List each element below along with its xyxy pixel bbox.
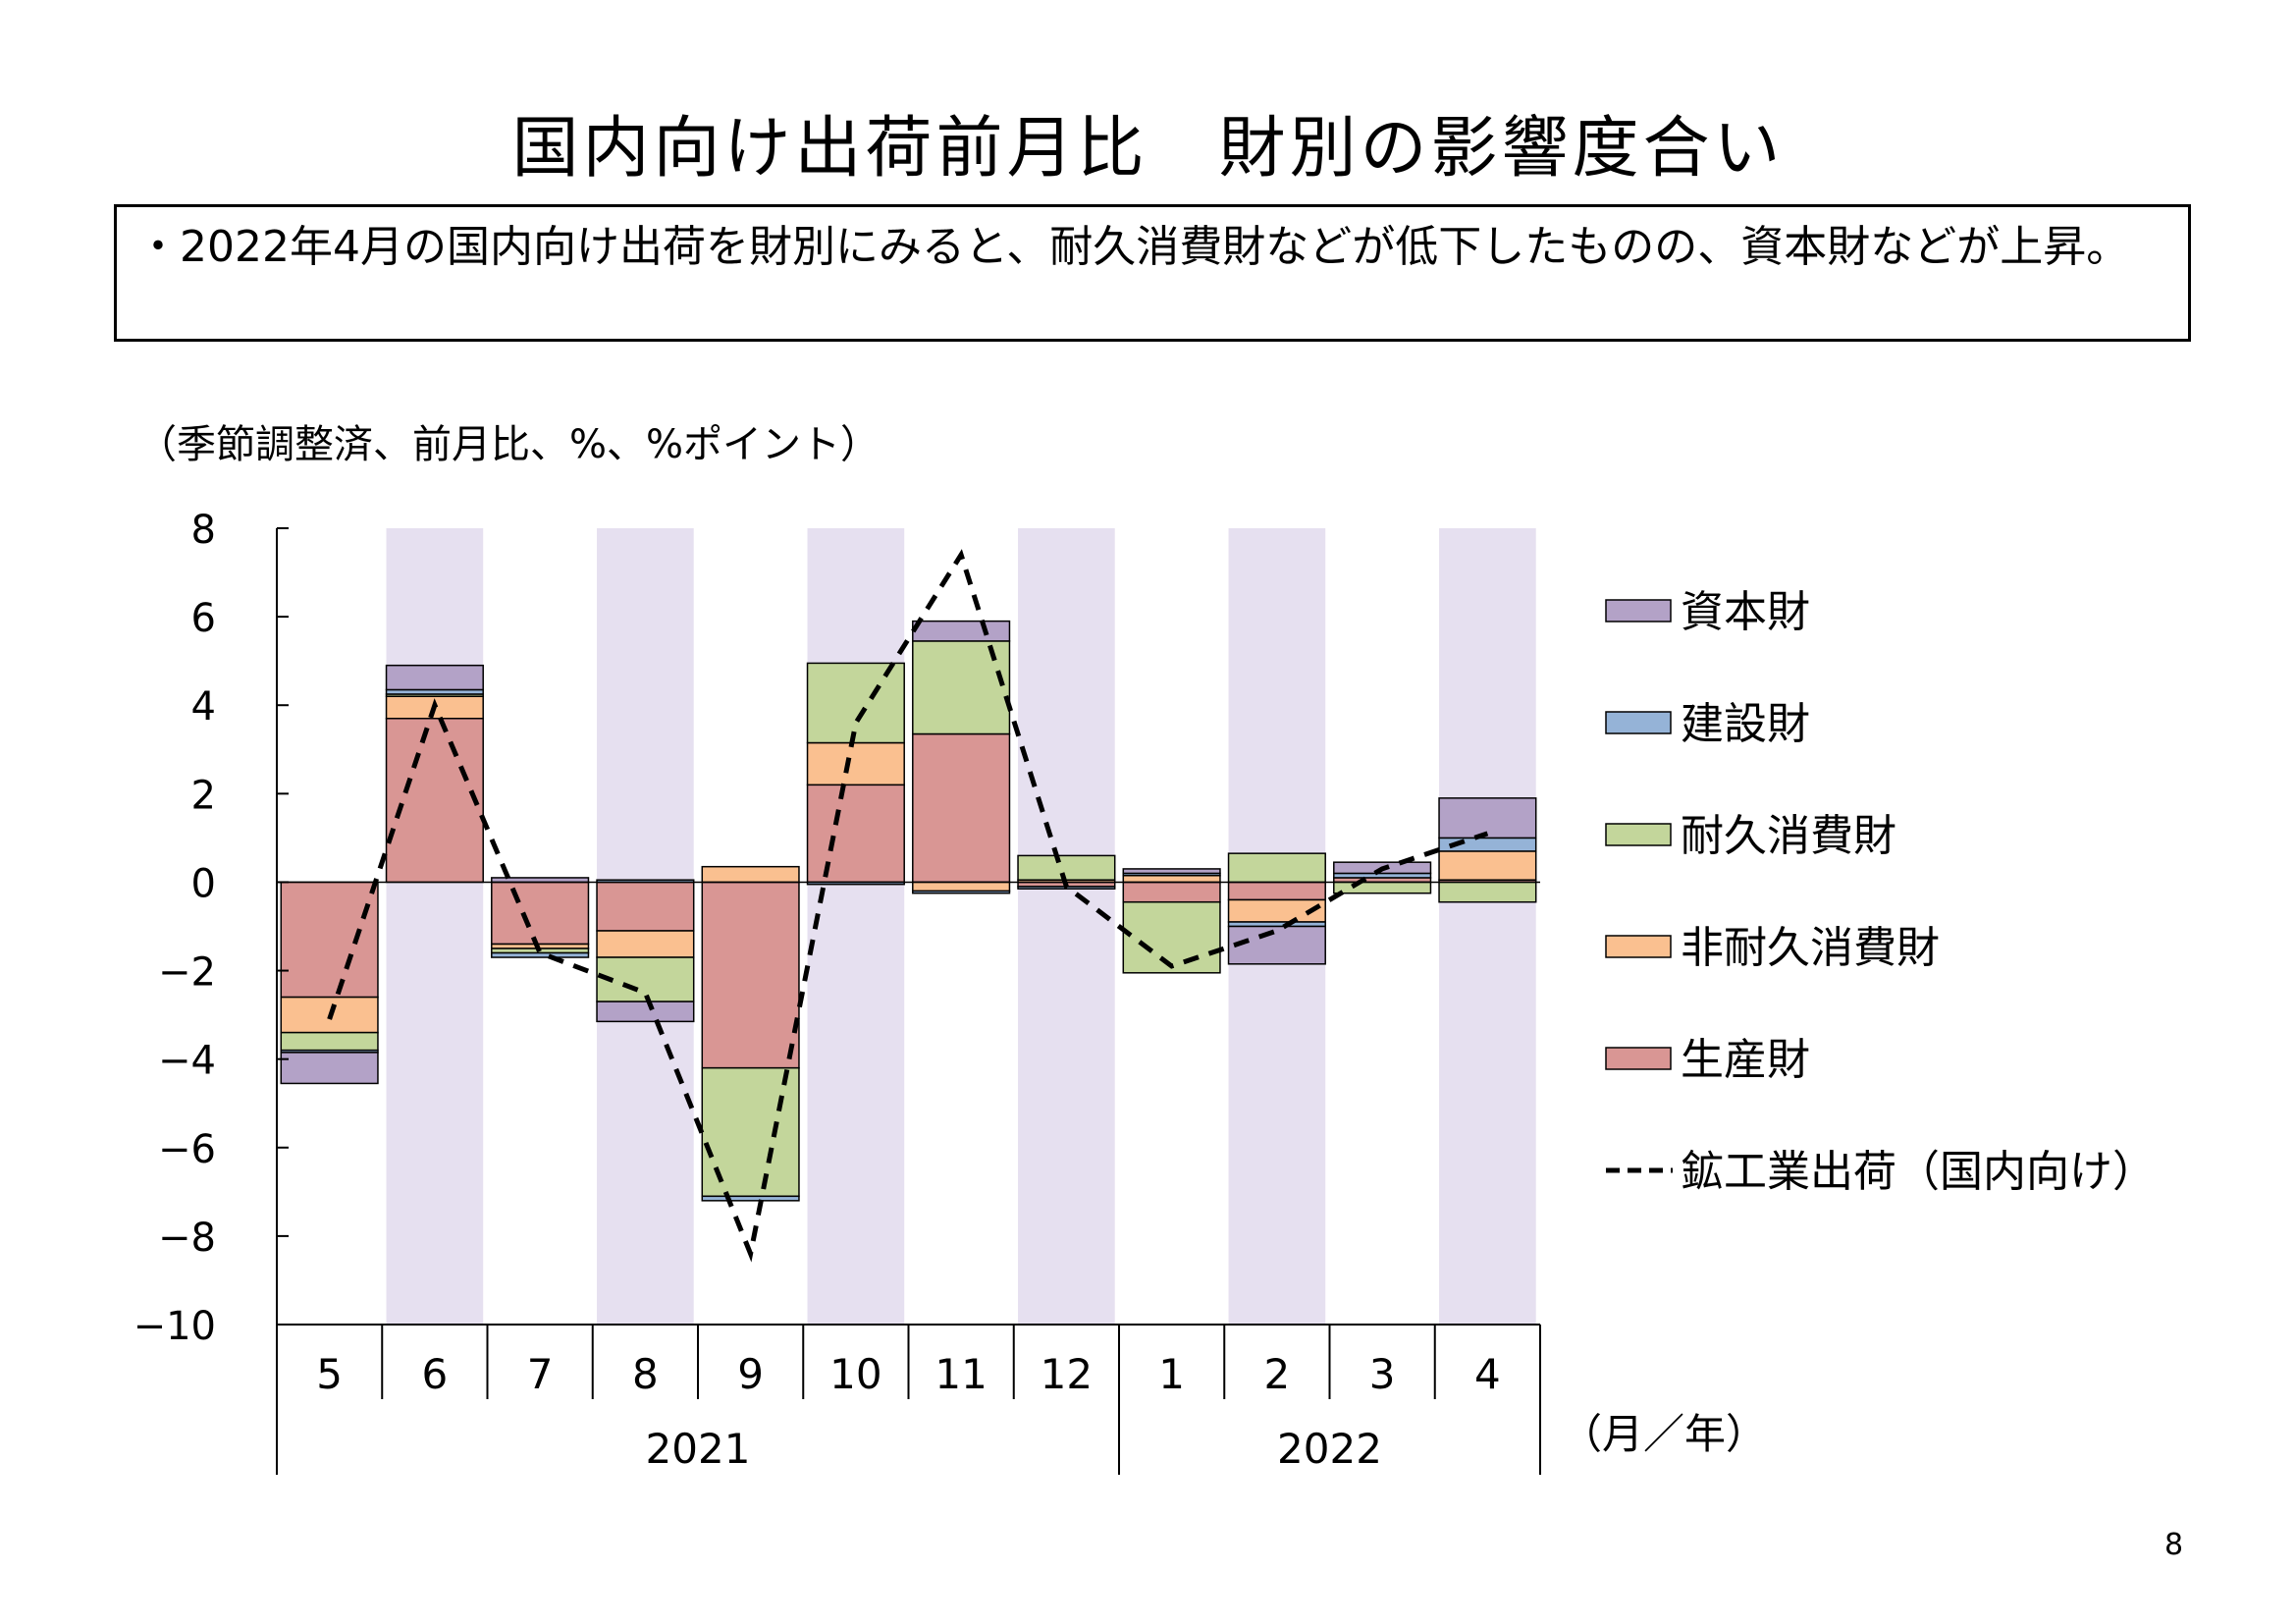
bar-capital_goods-2	[1227, 925, 1326, 965]
bar-durable_consumer_goods-5	[280, 1031, 379, 1052]
bar-producer_goods-1	[1122, 881, 1221, 903]
y-tick-label: −6	[158, 1127, 216, 1172]
y-tick-label: −4	[158, 1039, 216, 1084]
bar-capital_goods-11	[912, 620, 1011, 642]
x-tick-label: 3	[1369, 1350, 1396, 1398]
y-tick-label: 0	[191, 861, 216, 906]
bar-nondurable_consumer_goods-4	[1438, 850, 1537, 881]
bar-nondurable_consumer_goods-1	[1122, 874, 1221, 884]
legend-label-construction_goods: 建設財	[1681, 699, 1810, 749]
bar-nondurable_consumer_goods-11	[912, 881, 1011, 893]
bar-construction_goods-9	[701, 1195, 800, 1202]
y-tick-label: 6	[191, 596, 216, 641]
bar-construction_goods-11	[912, 890, 1011, 894]
x-unit-label: （月／年）	[1561, 1410, 1767, 1458]
x-tick-label: 6	[422, 1350, 449, 1398]
bar-durable_consumer_goods-12	[1017, 854, 1116, 881]
bar-durable_consumer_goods-4	[1438, 881, 1537, 903]
legend-swatch-construction_goods	[1605, 711, 1672, 734]
y-tick-label: 2	[191, 773, 216, 818]
x-tick-label: 10	[829, 1350, 881, 1398]
y-tick-label: 8	[191, 508, 216, 553]
legend-swatch-nondurable_consumer_goods	[1605, 935, 1672, 958]
bar-producer_goods-7	[491, 881, 590, 946]
bar-producer_goods-8	[596, 881, 695, 932]
shade-band-4	[1439, 528, 1536, 1325]
year-label: 2022	[1277, 1425, 1382, 1473]
x-tick-label: 1	[1158, 1350, 1185, 1398]
x-tick-label: 11	[934, 1350, 987, 1398]
legend-swatch-durable_consumer_goods	[1605, 823, 1672, 846]
shade-layer	[386, 528, 1536, 1325]
line-layer	[327, 549, 1489, 1263]
legend-label-producer_goods: 生産財	[1681, 1035, 1810, 1085]
bar-durable_consumer_goods-10	[806, 662, 905, 744]
bar-producer_goods-9	[701, 881, 800, 1069]
legend-swatch-capital_goods	[1605, 599, 1672, 623]
bar-durable_consumer_goods-1	[1122, 900, 1221, 974]
summary-box: ・2022年4月の国内向け出荷を財別にみると、耐久消費財などが低下したものの、資…	[114, 204, 2191, 342]
x-tick-label: 7	[527, 1350, 554, 1398]
bar-producer_goods-2	[1227, 881, 1326, 901]
legend-label-capital_goods: 資本財	[1681, 587, 1810, 637]
bar-capital_goods-1	[1122, 868, 1221, 875]
bar-producer_goods-5	[280, 881, 379, 999]
x-tick-label: 12	[1041, 1350, 1093, 1398]
shade-band-12	[1018, 528, 1115, 1325]
shade-band-10	[807, 528, 905, 1325]
y-tick-label: −8	[158, 1216, 216, 1261]
year-label: 2021	[646, 1425, 751, 1473]
bar-nondurable_consumer_goods-8	[596, 930, 695, 958]
bar-durable_consumer_goods-2	[1227, 852, 1326, 884]
page-number: 8	[2164, 1528, 2184, 1562]
bar-durable_consumer_goods-3	[1333, 881, 1432, 894]
legend-label-nondurable_consumer_goods: 非耐久消費財	[1681, 923, 1940, 973]
x-tick-label: 2	[1264, 1350, 1291, 1398]
bar-capital_goods-6	[385, 664, 484, 691]
legend-label-durable_consumer_goods: 耐久消費財	[1681, 811, 1896, 861]
bar-producer_goods-10	[806, 784, 905, 884]
page-title: 国内向け出荷前月比 財別の影響度合い	[511, 110, 1785, 188]
shade-band-6	[386, 528, 484, 1325]
bar-producer_goods-11	[912, 732, 1011, 884]
bar-construction_goods-7	[491, 951, 590, 958]
bar-producer_goods-6	[385, 717, 484, 884]
bar-capital_goods-5	[280, 1052, 379, 1085]
x-tick-label: 8	[632, 1350, 659, 1398]
summary-text: ・2022年4月の国内向け出荷を財別にみると、耐久消費財などが低下したものの、資…	[136, 222, 2130, 272]
bar-nondurable_consumer_goods-10	[806, 741, 905, 786]
legend-label-line: 鉱工業出荷（国内向け）	[1681, 1147, 2156, 1197]
x-tick-label: 4	[1474, 1350, 1501, 1398]
y-tick-label: −2	[158, 950, 216, 996]
bar-capital_goods-8	[596, 1001, 695, 1023]
bar-layer	[280, 620, 1537, 1202]
total-line	[327, 549, 1489, 1263]
y-tick-label: 4	[191, 684, 216, 730]
x-tick-label: 9	[737, 1350, 764, 1398]
x-tick-label: 5	[316, 1350, 343, 1398]
bar-durable_consumer_goods-9	[701, 1066, 800, 1198]
bar-nondurable_consumer_goods-9	[701, 865, 800, 884]
unit-note: （季節調整済、前月比、%、%ポイント）	[137, 422, 881, 467]
legend-swatch-producer_goods	[1605, 1047, 1672, 1070]
bar-capital_goods-4	[1438, 797, 1537, 839]
y-tick-label: −10	[133, 1304, 216, 1349]
